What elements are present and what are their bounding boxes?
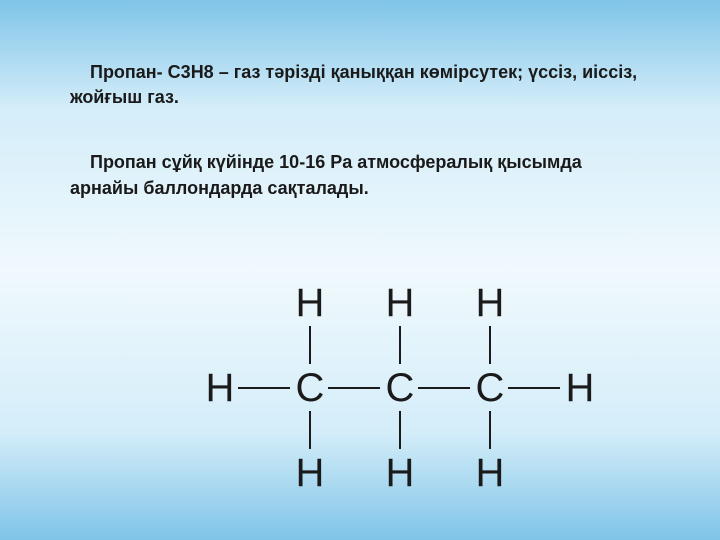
bond-7 [328, 387, 380, 389]
bond-9 [508, 387, 560, 389]
atom-h-bot-1: H [290, 450, 330, 496]
text-content: Пропан- C3H8 – газ тәрізді қаныққан көмі… [0, 0, 720, 201]
paragraph-2: Пропан сұйқ күйінде 10-16 Pa атмосфералы… [70, 150, 650, 200]
atom-h-top-3: H [470, 280, 510, 326]
bond-8 [418, 387, 470, 389]
atom-h-top-1: H [290, 280, 330, 326]
bond-5 [489, 411, 491, 449]
atom-h-bot-3: H [470, 450, 510, 496]
paragraph-1: Пропан- C3H8 – газ тәрізді қаныққан көмі… [70, 60, 650, 110]
bond-2 [489, 326, 491, 364]
bond-6 [238, 387, 290, 389]
propane-structure-diagram: HHHHCCCHHHH [200, 280, 580, 510]
atom-h-left: H [200, 365, 240, 411]
atom-h-bot-2: H [380, 450, 420, 496]
atom-c2: C [380, 365, 420, 411]
bond-1 [399, 326, 401, 364]
atom-c1: C [290, 365, 330, 411]
bond-0 [309, 326, 311, 364]
atom-h-top-2: H [380, 280, 420, 326]
bond-3 [309, 411, 311, 449]
atom-c3: C [470, 365, 510, 411]
atom-h-right: H [560, 365, 600, 411]
bond-4 [399, 411, 401, 449]
